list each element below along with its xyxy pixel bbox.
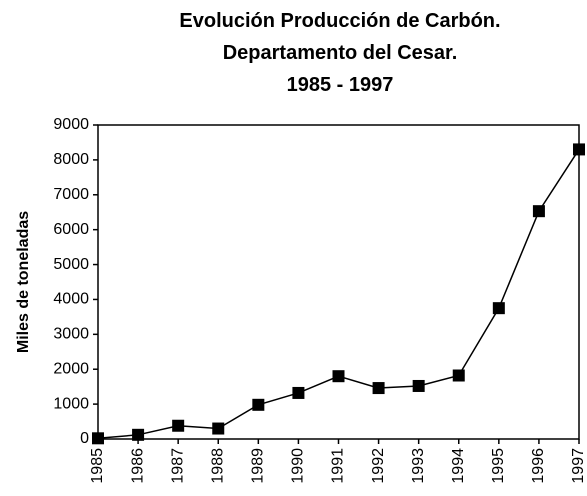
y-tick-label: 5000 xyxy=(53,256,89,273)
data-point xyxy=(132,428,145,441)
data-point xyxy=(212,422,225,435)
data-point xyxy=(452,369,465,382)
y-tick-label: 2000 xyxy=(53,360,89,377)
x-tick-label: 1991 xyxy=(330,448,347,484)
x-tick-label: 1985 xyxy=(89,448,106,484)
y-tick-label: 6000 xyxy=(53,221,89,238)
x-tick-label: 1992 xyxy=(370,448,387,484)
x-tick-label: 1994 xyxy=(450,448,467,484)
data-point xyxy=(372,382,385,395)
data-point xyxy=(412,379,425,392)
chart-title: Evolución Producción de Carbón. xyxy=(179,10,500,32)
x-tick-label: 1987 xyxy=(169,448,186,484)
data-point xyxy=(332,370,345,383)
chart-title: 1985 - 1997 xyxy=(287,74,394,96)
x-tick-label: 1993 xyxy=(410,448,427,484)
y-tick-label: 4000 xyxy=(53,291,89,308)
data-line xyxy=(97,149,580,440)
y-tick-label: 1000 xyxy=(53,395,89,412)
plot-area xyxy=(97,124,580,440)
data-point xyxy=(252,398,265,411)
x-tick-label: 1988 xyxy=(209,448,226,484)
y-tick-label: 7000 xyxy=(53,186,89,203)
data-point xyxy=(532,205,545,218)
data-point xyxy=(492,302,505,315)
y-tick-label: 0 xyxy=(80,430,89,447)
y-axis-title: Miles de toneladas xyxy=(15,211,32,353)
y-tick-label: 9000 xyxy=(53,116,89,133)
x-tick-label: 1989 xyxy=(250,448,267,484)
data-point xyxy=(92,432,104,445)
data-point xyxy=(172,419,185,432)
x-tick-label: 1986 xyxy=(129,448,146,484)
chart-title: Departamento del Cesar. xyxy=(223,42,458,64)
data-point xyxy=(573,143,585,156)
data-point xyxy=(292,386,305,399)
y-tick-label: 3000 xyxy=(53,326,89,343)
x-tick-label: 1996 xyxy=(530,448,547,484)
x-tick-label: 1995 xyxy=(490,448,507,484)
y-tick-label: 8000 xyxy=(53,151,89,168)
x-tick-label: 1990 xyxy=(290,448,307,484)
x-tick-label: 1997 xyxy=(570,448,587,484)
